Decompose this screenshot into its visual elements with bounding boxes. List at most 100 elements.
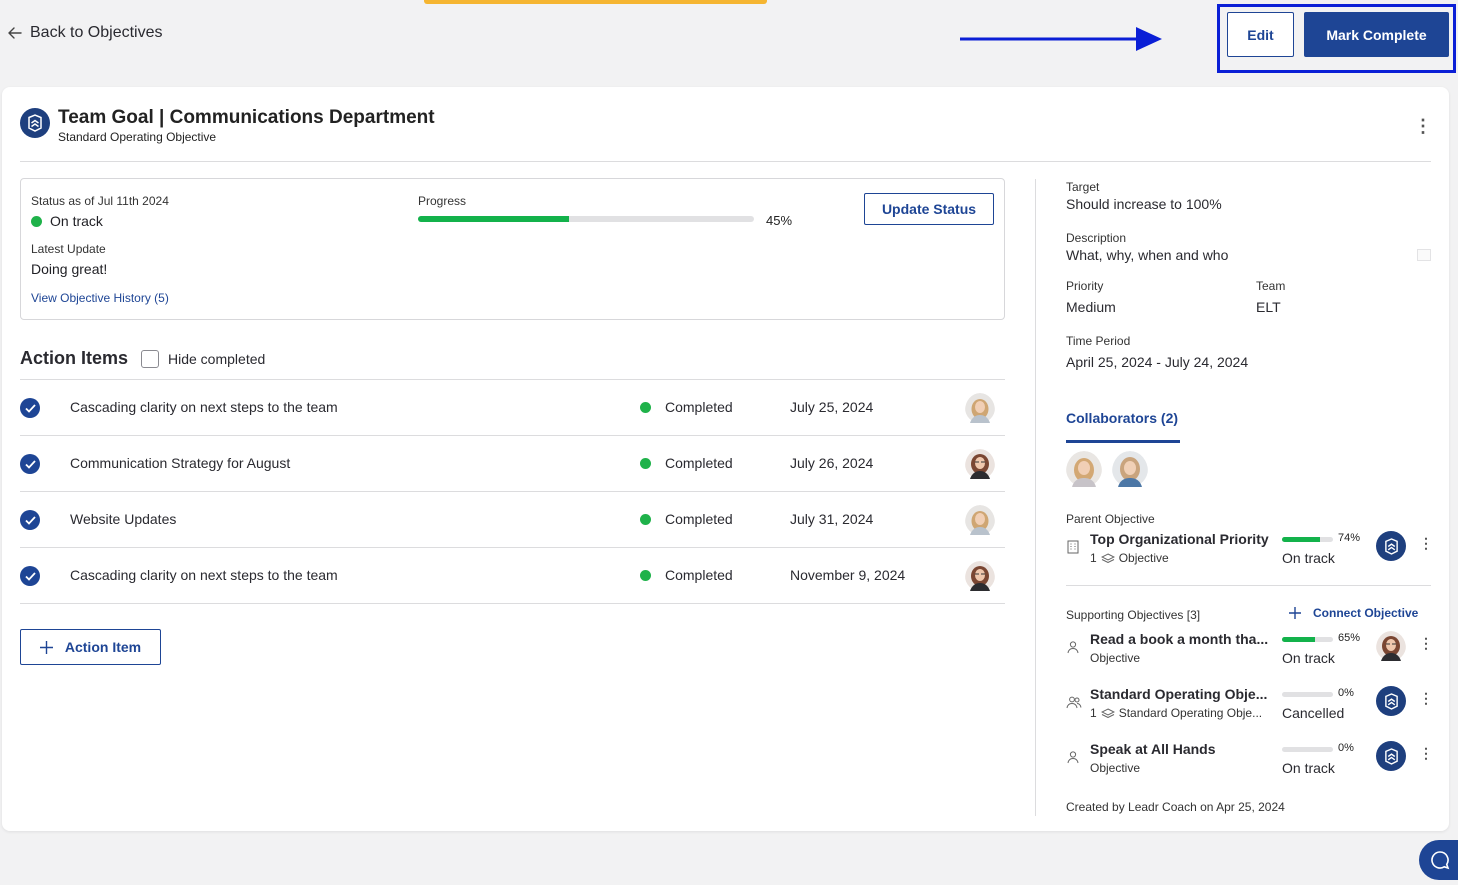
supporting-objective-more-icon[interactable]: ⋮ [1419,745,1433,761]
team-value: ELT [1256,299,1281,315]
parent-objective-sub: 1 Objective [1090,551,1276,565]
org-logo-icon [1376,686,1406,716]
action-item-status-label: Completed [665,511,733,527]
completed-check-icon[interactable] [20,566,40,586]
hide-completed-label: Hide completed [168,351,266,367]
side-divider [1066,585,1431,586]
action-item-name[interactable]: Cascading clarity on next steps to the t… [70,399,338,415]
team-label: Team [1256,279,1286,293]
avatar[interactable] [965,393,995,428]
priority-label: Priority [1066,279,1104,293]
action-item-date: July 31, 2024 [790,511,874,527]
person-icon [1067,641,1079,654]
connect-objective-link[interactable]: Connect Objective [1289,606,1418,620]
hide-completed-checkbox[interactable] [141,350,159,368]
objective-logo-icon [20,108,50,138]
update-status-button[interactable]: Update Status [864,193,994,225]
supporting-objective-sub: Objective [1090,651,1276,665]
parent-objective-name[interactable]: Top Organizational Priority [1090,531,1269,547]
status-dot-icon [640,457,651,469]
completed-check-icon[interactable] [20,454,40,474]
layers-icon [1100,553,1115,563]
org-logo-icon [1376,741,1406,771]
description-expand-icon[interactable] [1417,249,1431,261]
people-icon [1066,696,1082,709]
hide-completed-toggle[interactable]: Hide completed [141,350,265,368]
supporting-objective-sub-text: Objective [1090,761,1141,775]
completed-check-icon[interactable] [20,398,40,418]
supporting-objective-sub: 1 Standard Operating Obje... [1090,706,1276,720]
action-item-name[interactable]: Cascading clarity on next steps to the t… [70,567,338,583]
status-dot-icon [31,215,42,227]
supporting-objective-more-icon[interactable]: ⋮ [1419,690,1433,706]
help-chat-button[interactable] [1419,840,1458,880]
supporting-objective-more-icon[interactable]: ⋮ [1419,635,1433,651]
supporting-objective-status: On track [1282,760,1335,776]
time-period-label: Time Period [1066,334,1131,348]
supporting-objective-progress [1282,747,1333,752]
supporting-objective-status: On track [1282,650,1335,666]
table-row[interactable]: Website Updates Completed July 31, 2024 [20,492,1005,548]
status-dot-icon [640,401,651,413]
avatar[interactable] [1112,451,1148,492]
tab-collaborators[interactable]: Collaborators (2) [1066,410,1179,426]
table-row[interactable]: Communication Strategy for August Complet… [20,436,1005,492]
mark-complete-button[interactable]: Mark Complete [1304,12,1449,57]
back-to-objectives-link[interactable]: Back to Objectives [8,24,163,42]
supporting-objective-status: Cancelled [1282,705,1345,721]
edit-button[interactable]: Edit [1227,12,1294,57]
supporting-objective-name[interactable]: Read a book a month tha... [1090,631,1269,647]
parent-objective-row[interactable]: Top Organizational Priority 1 Objective … [1066,531,1434,575]
avatar[interactable] [1066,451,1102,492]
parent-objective-progress-fill [1282,537,1320,542]
target-value: Should increase to 100% [1066,196,1222,212]
status-dot-icon [640,513,651,525]
parent-objective-pct: 74% [1338,532,1361,544]
supporting-objective-sub-text: Objective [1090,651,1141,665]
layers-icon [1100,708,1115,718]
supporting-objective-row[interactable]: Speak at All Hands Objective 0% On track ⋮ [1066,741,1434,785]
add-action-item-button[interactable]: Action Item [20,629,161,665]
progress-percent: 45% [766,213,793,228]
annotation-highlight-box [1217,4,1456,73]
parent-objective-status: On track [1282,550,1335,566]
supporting-objectives-label: Supporting Objectives [3] [1066,608,1201,622]
parent-objective-sub-text: Objective [1118,551,1169,565]
parent-objective-progress [1282,537,1333,542]
supporting-objective-name[interactable]: Speak at All Hands [1090,741,1216,757]
action-item-name[interactable]: Website Updates [70,511,177,527]
target-label: Target [1066,180,1100,194]
column-divider [1035,179,1036,816]
plus-icon [1289,607,1301,619]
view-history-link[interactable]: View Objective History (5) [31,291,169,305]
parent-objective-sub-count: 1 [1090,551,1097,565]
progress-label: Progress [418,194,467,208]
chat-bubble-icon [1431,851,1450,870]
action-item-status-label: Completed [665,455,733,471]
avatar[interactable] [965,561,995,596]
avatar[interactable] [965,505,995,540]
priority-value: Medium [1066,299,1116,315]
action-item-status-label: Completed [665,399,733,415]
supporting-objective-sub: Objective [1090,761,1276,775]
supporting-objective-row[interactable]: Read a book a month tha... Objective 65% On… [1066,631,1434,675]
parent-objective-more-icon[interactable]: ⋮ [1419,535,1433,551]
supporting-objective-name[interactable]: Standard Operating Obje... [1090,686,1268,702]
objective-subtitle: Standard Operating Objective [58,130,217,144]
connect-objective-label: Connect Objective [1313,606,1419,620]
action-item-date: July 26, 2024 [790,455,874,471]
table-row[interactable]: Cascading clarity on next steps to the t… [20,380,1005,436]
more-options-icon[interactable]: ⋮ [1414,116,1432,136]
header-divider [20,161,1431,162]
status-value: On track [50,213,103,229]
action-item-status: Completed [640,399,733,415]
table-row[interactable]: Cascading clarity on next steps to the t… [20,548,1005,604]
supporting-objective-row[interactable]: Standard Operating Obje... 1 Standard Oper… [1066,686,1434,730]
completed-check-icon[interactable] [20,510,40,530]
parent-objective-label: Parent Objective [1066,512,1155,526]
action-item-name[interactable]: Communication Strategy for August [70,455,291,471]
supporting-objective-sub-text: Standard Operating Obje... [1118,706,1263,720]
avatar[interactable] [1376,631,1406,666]
avatar[interactable] [965,449,995,484]
status-dot-icon [640,569,651,581]
